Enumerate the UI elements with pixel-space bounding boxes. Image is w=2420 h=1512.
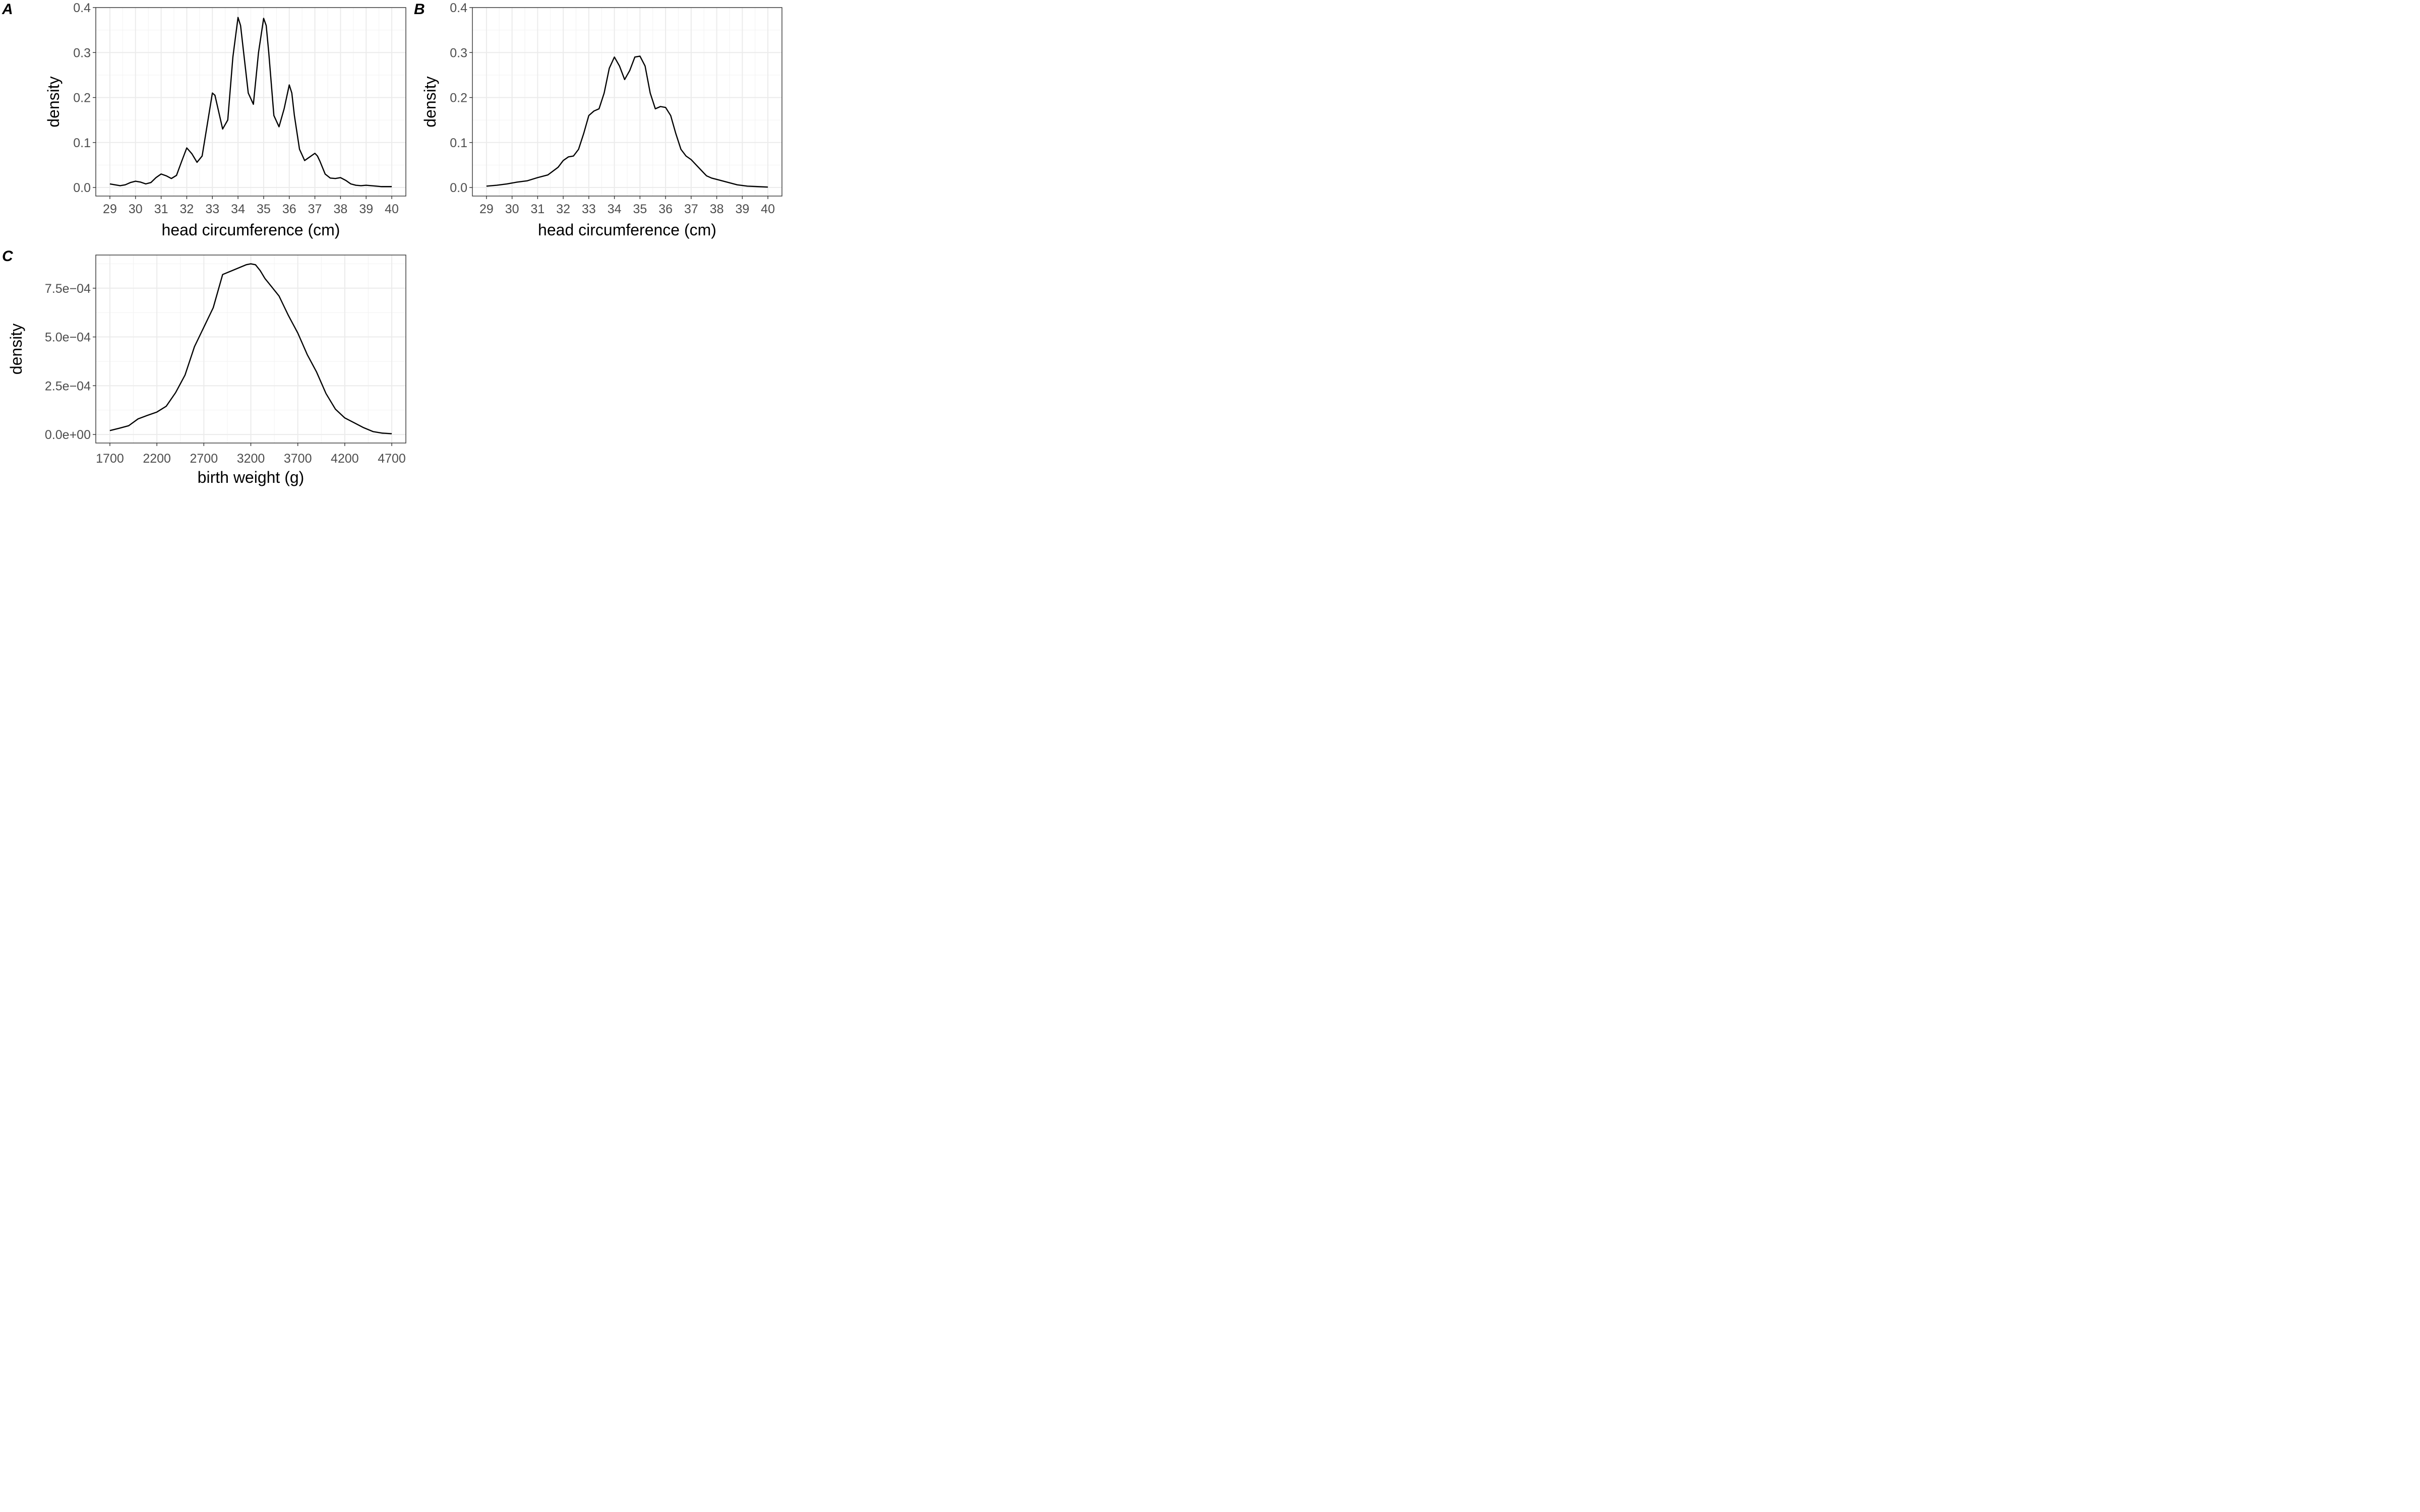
x-axis-title: head circumference (cm): [162, 221, 340, 239]
y-tick-label: 0.4: [450, 1, 467, 15]
density-curve: [109, 263, 392, 434]
x-tick-label: 37: [684, 202, 698, 216]
x-tick-label: 29: [103, 202, 117, 216]
x-tick-label: 36: [658, 202, 673, 216]
x-tick-label: 35: [633, 202, 647, 216]
density-curve: [486, 55, 768, 188]
panel-tag: C: [2, 248, 14, 265]
density-curve: [109, 17, 392, 187]
x-tick-label: 4200: [331, 452, 359, 466]
y-tick-label: 0.4: [73, 1, 91, 15]
y-tick-label: 5.0e−04: [45, 331, 91, 345]
y-tick-label: 2.5e−04: [45, 379, 91, 393]
panel-tag: B: [414, 1, 425, 18]
x-tick-label: 1700: [96, 452, 124, 466]
y-axis-title: density: [44, 76, 63, 127]
x-tick-label: 32: [556, 202, 570, 216]
y-tick-label: 0.1: [450, 136, 467, 150]
x-tick-label: 36: [282, 202, 296, 216]
x-tick-label: 30: [505, 202, 519, 216]
chart-panel-c: 1700 2200 2700 3200 3700 4200 4700 0.0e+00 2.5e−…: [2, 248, 406, 486]
chart-panel-b: 29 30 31 32 33 34 35 36 37 38 39 40 0.0 0.1 0.2 0.3 0.4 h…: [414, 1, 782, 239]
x-tick-label: 33: [582, 202, 596, 216]
plot-frame: [472, 7, 782, 197]
x-tick-label: 34: [608, 202, 622, 216]
y-tick-label: 0.0: [73, 181, 91, 195]
x-tick-label: 39: [735, 202, 749, 216]
y-tick-label: 7.5e−04: [45, 282, 91, 296]
x-tick-label: 40: [385, 202, 399, 216]
x-axis-title: birth weight (g): [198, 468, 305, 486]
x-tick-label: 39: [359, 202, 373, 216]
y-tick-label: 0.0e+00: [45, 428, 91, 442]
y-tick-label: 0.3: [73, 46, 91, 60]
y-tick-label: 0.1: [73, 136, 91, 150]
x-tick-label: 34: [231, 202, 245, 216]
x-tick-label: 3200: [237, 452, 265, 466]
x-tick-label: 3700: [284, 452, 312, 466]
x-tick-label: 35: [257, 202, 271, 216]
panel-tag: A: [2, 1, 13, 18]
y-tick-label: 0.3: [450, 46, 467, 60]
x-axis-title: head circumference (cm): [538, 221, 716, 239]
x-tick-label: 37: [308, 202, 322, 216]
x-tick-label: 29: [479, 202, 494, 216]
y-tick-label: 0.2: [73, 91, 91, 105]
x-tick-label: 38: [333, 202, 347, 216]
y-tick-label: 0.0: [450, 181, 467, 195]
x-tick-label: 2700: [190, 452, 218, 466]
y-axis-title: density: [7, 324, 25, 374]
plot-frame: [95, 7, 406, 197]
x-tick-label: 32: [180, 202, 194, 216]
x-tick-label: 38: [710, 202, 724, 216]
chart-panel-a: 29 30 31 32 33 34 35 36 37 38 39 40 0.0 0.1 0.2 0.3 0.4 h…: [2, 1, 406, 239]
y-tick-label: 0.2: [450, 91, 467, 105]
figure: 29 30 31 32 33 34 35 36 37 38 39 40 0.0 0.1 0.2 0.3 0.4 h…: [2, 1, 782, 486]
x-tick-label: 4700: [378, 452, 406, 466]
x-tick-label: 31: [530, 202, 544, 216]
x-tick-label: 33: [205, 202, 219, 216]
x-tick-label: 2200: [143, 452, 171, 466]
x-tick-label: 40: [761, 202, 775, 216]
x-tick-label: 31: [154, 202, 168, 216]
x-tick-label: 30: [129, 202, 143, 216]
y-axis-title: density: [421, 76, 439, 127]
